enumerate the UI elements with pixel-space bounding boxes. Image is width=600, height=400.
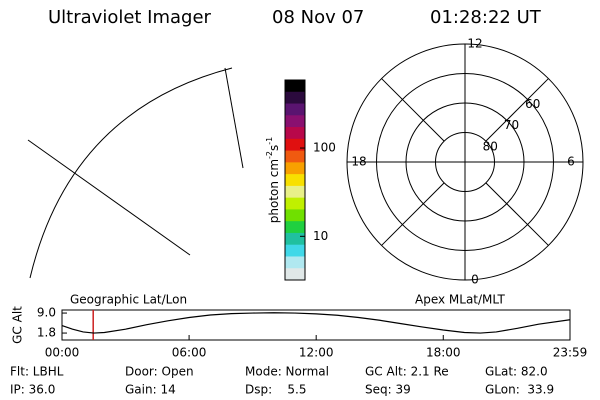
- color-step: [285, 91, 305, 105]
- right-label: Apex MLat/MLT: [415, 293, 505, 307]
- label-part: photon cm: [267, 159, 281, 223]
- info-panel: Flt: LBHL Door: Open Mode: Normal GC Alt: 2…: [10, 365, 554, 397]
- left-label: Geographic Lat/Lon: [70, 293, 187, 307]
- color-step: [285, 256, 305, 269]
- y-tick-label: 1.8: [37, 326, 56, 340]
- colorbar-tick-label: 10: [313, 229, 328, 243]
- color-step: [285, 221, 305, 234]
- y-axis-label: GC Alt: [11, 306, 25, 344]
- colorbar-tick-label: 100: [313, 141, 336, 155]
- color-step: [285, 115, 305, 128]
- x-tick-label: 00:00: [45, 346, 80, 360]
- color-step: [285, 80, 305, 93]
- map-line: [224, 67, 244, 169]
- info-field: Mode: Normal: [245, 365, 329, 379]
- label-part: -2: [265, 151, 274, 159]
- color-step: [285, 244, 305, 257]
- colorbar-frame: [284, 79, 306, 281]
- polar-ring-label: 70: [504, 118, 519, 132]
- polar-ring-label: 60: [525, 97, 540, 111]
- map: [27, 67, 244, 279]
- hour-label: 6: [567, 155, 575, 169]
- info-field: GLon: 33.9: [485, 383, 554, 397]
- info-field: Seq: 39: [365, 383, 411, 397]
- map-arc: [29, 67, 233, 279]
- hour-label: 12: [467, 37, 482, 51]
- color-step: [285, 209, 305, 222]
- polar-diagonal: [485, 182, 549, 246]
- date: 08 Nov 07: [272, 7, 364, 28]
- color-step: [285, 162, 305, 175]
- label-part: s: [267, 145, 281, 151]
- color-step: [285, 232, 305, 246]
- polar-ring-label: 80: [483, 139, 498, 153]
- polar-diagonal: [381, 182, 445, 246]
- color-step: [285, 268, 305, 281]
- color-step: [285, 174, 305, 187]
- color-step: [285, 150, 305, 163]
- info-field: Dsp: 5.5: [245, 383, 307, 397]
- time: 01:28:22 UT: [430, 7, 542, 28]
- map-line: [27, 139, 191, 256]
- info-field: Gain: 14: [125, 383, 176, 397]
- info-field: GC Alt: 2.1 Re: [365, 365, 449, 379]
- color-step: [285, 138, 305, 152]
- x-tick-label: 06:00: [172, 346, 207, 360]
- altitude-line: [61, 312, 571, 334]
- y-tick-label: 9.0: [37, 306, 56, 320]
- color-step: [285, 127, 305, 140]
- hour-label: 18: [351, 155, 366, 169]
- colorbar-label: photon cm-2s-1: [265, 137, 281, 224]
- label-part: -1: [265, 137, 274, 145]
- polar-ring: [435, 132, 495, 192]
- altitude-plot: GC Alt Geographic Lat/Lon Apex MLat/MLT 9.0…: [11, 293, 588, 360]
- x-tick-label: 18:00: [426, 346, 461, 360]
- info-field: Door: Open: [125, 365, 194, 379]
- color-step: [285, 197, 305, 210]
- polar-diagonal: [381, 78, 445, 142]
- hour-label: 0: [471, 273, 479, 287]
- title: Ultraviolet Imager: [48, 7, 212, 28]
- info-field: IP: 36.0: [10, 383, 55, 397]
- polar-ring: [405, 102, 525, 222]
- color-step: [285, 103, 305, 116]
- x-tick-label: 23:59: [553, 346, 588, 360]
- polar-diagonal: [485, 78, 549, 142]
- polar-ring: [376, 73, 554, 251]
- info-field: GLat: 82.0: [485, 365, 548, 379]
- info-field: Flt: LBHL: [10, 365, 64, 379]
- colorbar: 10 100: [284, 79, 336, 281]
- x-tick-label: 12:00: [299, 346, 334, 360]
- color-step: [285, 185, 305, 199]
